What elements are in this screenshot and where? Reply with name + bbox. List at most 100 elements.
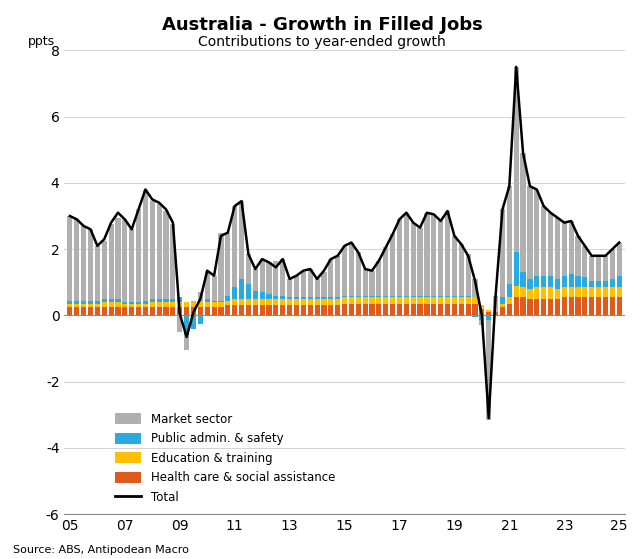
Bar (335, 299, 340, 306)
Bar (129, 307, 134, 315)
Bar (335, 297, 340, 299)
Bar (479, 309, 484, 315)
Bar (102, 299, 107, 302)
Bar (156, 299, 162, 302)
Bar (397, 219, 402, 296)
Bar (514, 297, 519, 315)
Text: Australia - Growth in Filled Jobs: Australia - Growth in Filled Jobs (162, 16, 482, 34)
Bar (527, 186, 533, 279)
Bar (308, 269, 313, 297)
Bar (328, 259, 334, 297)
Bar (390, 304, 395, 315)
Bar (520, 297, 526, 315)
Bar (610, 297, 615, 315)
Bar (535, 190, 540, 276)
Bar (115, 302, 120, 307)
Bar (301, 299, 306, 306)
Bar (115, 217, 120, 299)
Bar (500, 210, 505, 297)
Bar (129, 229, 134, 302)
Bar (404, 297, 409, 304)
Legend: Market sector, Public admin. & safety, Education & training, Health care & socia: Market sector, Public admin. & safety, E… (115, 413, 335, 504)
Bar (287, 297, 292, 299)
Bar (527, 279, 533, 289)
Bar (246, 299, 251, 306)
Bar (88, 229, 93, 301)
Bar (404, 296, 409, 297)
Bar (459, 296, 464, 297)
Bar (616, 276, 621, 287)
Bar (555, 299, 560, 315)
Bar (177, 315, 182, 332)
Bar (486, 312, 491, 315)
Bar (376, 260, 381, 296)
Bar (149, 307, 155, 315)
Bar (122, 307, 128, 315)
Bar (164, 307, 169, 315)
Bar (102, 241, 107, 299)
Bar (109, 224, 113, 299)
Bar (452, 297, 457, 304)
Bar (473, 304, 478, 315)
Bar (211, 302, 216, 307)
Bar (218, 301, 223, 302)
Bar (500, 307, 505, 315)
Bar (438, 221, 443, 296)
Bar (411, 297, 416, 304)
Bar (569, 274, 574, 287)
Text: Source: ABS, Antipodean Macro: Source: ABS, Antipodean Macro (13, 546, 189, 556)
Bar (301, 297, 306, 299)
Bar (603, 297, 608, 315)
Bar (616, 287, 621, 297)
Bar (143, 190, 148, 301)
Bar (218, 307, 223, 315)
Bar (363, 297, 368, 304)
Bar (466, 254, 471, 296)
Bar (156, 302, 162, 307)
Bar (342, 304, 347, 315)
Bar (466, 304, 471, 315)
Bar (184, 335, 189, 350)
Bar (335, 256, 340, 297)
Bar (397, 297, 402, 304)
Bar (273, 260, 278, 296)
Bar (218, 302, 223, 307)
Bar (431, 304, 437, 315)
Bar (252, 306, 258, 315)
Bar (294, 276, 299, 297)
Bar (520, 272, 526, 287)
Bar (355, 297, 361, 304)
Bar (260, 259, 265, 292)
Bar (267, 294, 272, 299)
Bar (370, 271, 375, 296)
Bar (328, 306, 334, 315)
Bar (211, 276, 216, 301)
Bar (342, 297, 347, 304)
Bar (569, 297, 574, 315)
Bar (383, 248, 388, 296)
Bar (548, 287, 553, 299)
Bar (404, 304, 409, 315)
Bar (122, 302, 128, 304)
Bar (466, 297, 471, 304)
Bar (390, 296, 395, 297)
Bar (507, 186, 512, 284)
Bar (376, 296, 381, 297)
Bar (514, 253, 519, 286)
Bar (156, 205, 162, 299)
Bar (294, 306, 299, 315)
Bar (239, 201, 244, 279)
Bar (520, 153, 526, 272)
Bar (349, 304, 354, 315)
Bar (500, 304, 505, 307)
Bar (211, 307, 216, 315)
Bar (68, 304, 73, 307)
Bar (479, 315, 484, 320)
Bar (267, 299, 272, 306)
Bar (535, 299, 540, 315)
Bar (74, 301, 79, 304)
Bar (246, 306, 251, 315)
Bar (232, 287, 237, 299)
Bar (260, 292, 265, 299)
Bar (314, 299, 319, 306)
